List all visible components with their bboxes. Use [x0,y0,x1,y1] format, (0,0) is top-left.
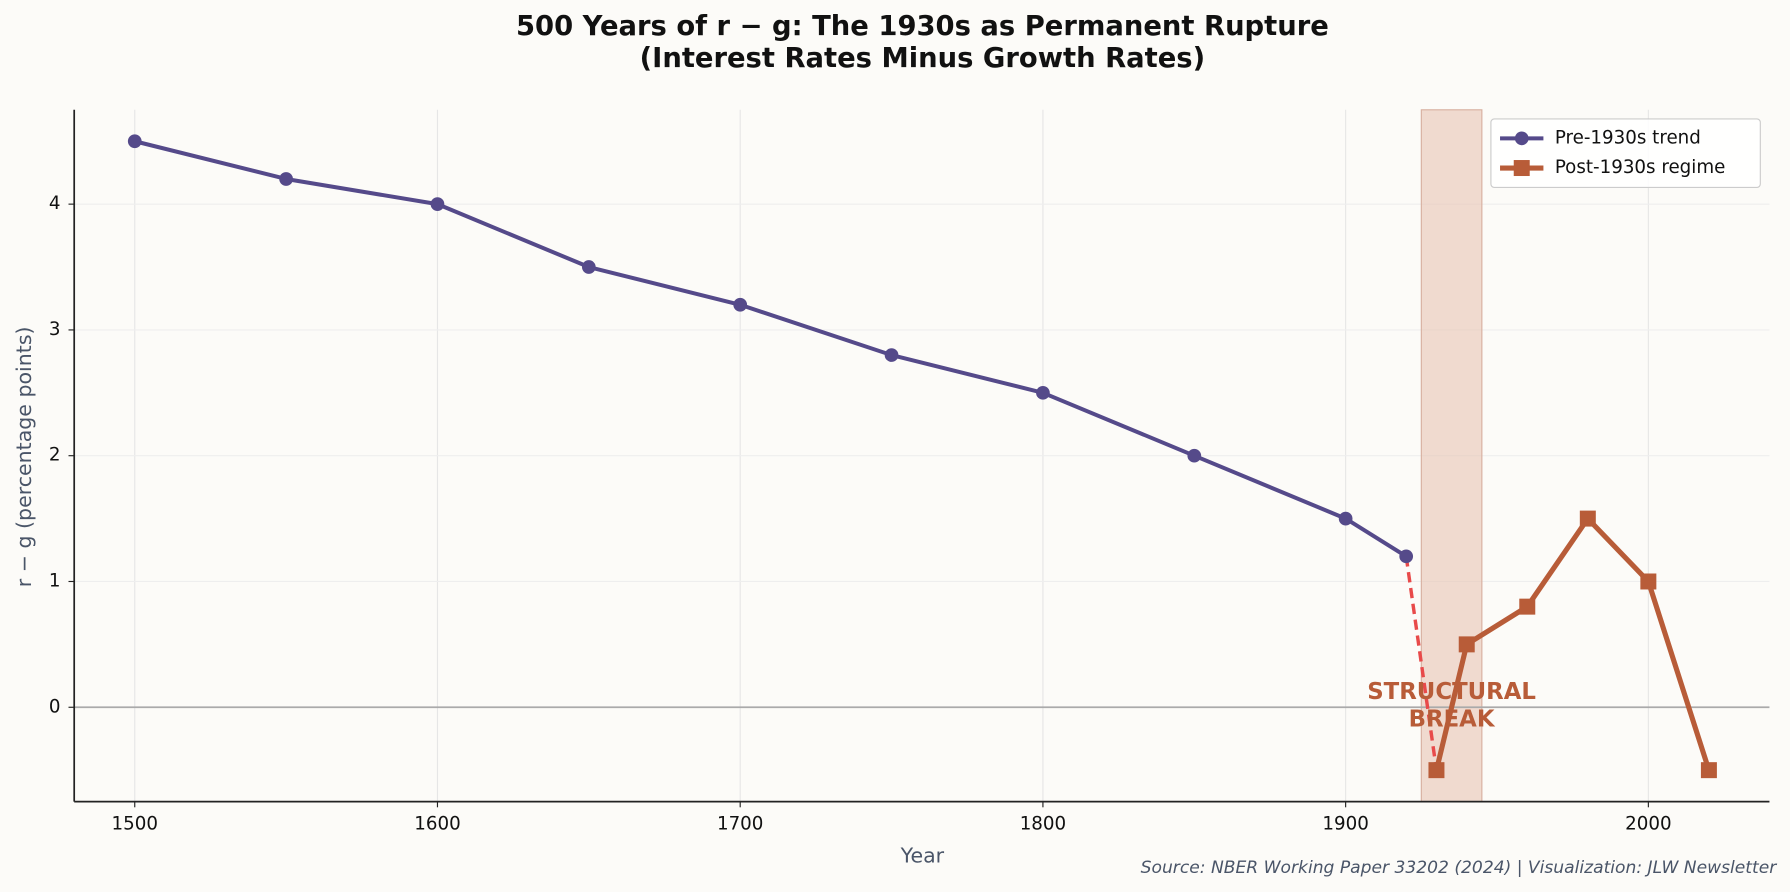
data-point [1519,598,1536,615]
x-tick-label: 1800 [1020,813,1066,834]
data-point [127,134,142,149]
data-point [581,260,596,274]
x-tick-label: 1700 [717,813,763,834]
data-point [733,297,748,312]
chart-title: 500 Years of r − g: The 1930s as Permane… [516,11,1329,42]
data-point [1187,448,1202,463]
legend-marker [1513,160,1530,177]
data-point [1338,511,1353,526]
chart-subtitle: (Interest Rates Minus Growth Rates) [640,43,1205,74]
legend-label: Pre-1930s trend [1555,127,1701,148]
y-tick-label: 4 [49,193,61,214]
x-tick-label: 1900 [1322,813,1368,834]
legend-label: Post-1930s regime [1555,157,1726,178]
data-point [1458,636,1475,653]
legend-marker [1514,131,1529,146]
x-tick-label: 2000 [1625,813,1671,834]
break-connector [1404,556,1439,771]
y-axis-label: r − g (percentage points) [12,326,36,587]
data-point [1036,385,1050,400]
x-tick-label: 1500 [112,813,158,834]
x-tick-label: 1600 [414,813,460,834]
series-line [1433,516,1712,771]
data-point [884,348,899,362]
y-tick-label: 3 [49,319,61,340]
annotation: STRUCTURAL [1367,679,1536,705]
x-axis-label: Year [900,843,945,867]
annotation: BREAK [1409,706,1496,732]
data-point [1700,762,1717,779]
data-point [430,197,445,211]
data-point [279,172,293,186]
y-tick-label: 0 [49,696,61,717]
y-tick-label: 2 [49,445,61,466]
series-line [134,139,1408,559]
data-point [1640,573,1657,590]
data-point [1579,510,1596,527]
source-note: Source: NBER Working Paper 33202 (2024) … [1141,858,1778,878]
y-tick-label: 1 [49,570,61,591]
data-point [1399,549,1414,564]
data-point [1428,762,1445,779]
legend-box [1490,118,1761,189]
